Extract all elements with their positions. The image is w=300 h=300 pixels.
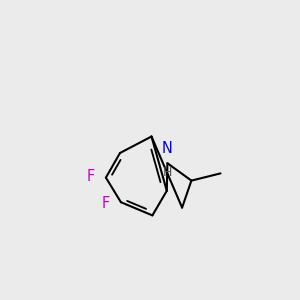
Text: H: H (163, 166, 172, 178)
Text: F: F (86, 169, 94, 184)
Text: N: N (162, 141, 173, 156)
Text: F: F (101, 196, 110, 211)
